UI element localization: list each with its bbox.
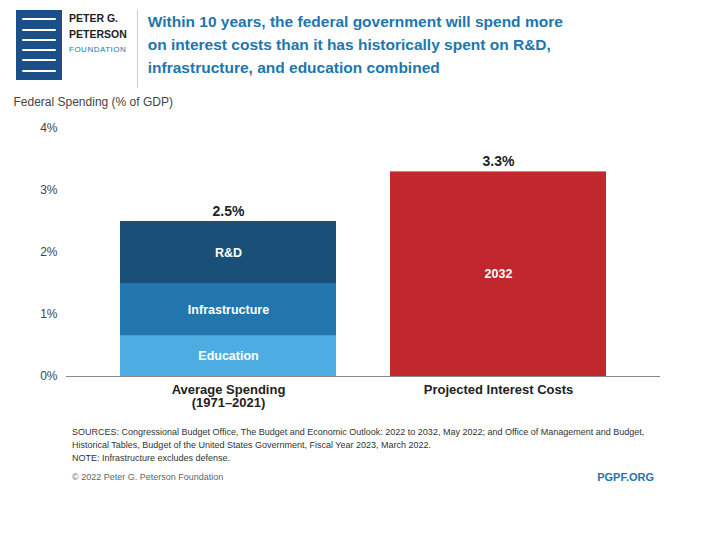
svg-text:Projected Interest Costs: Projected Interest Costs	[424, 382, 574, 397]
svg-text:Average Spending(1971–2021): Average Spending(1971–2021)	[172, 382, 286, 410]
svg-text:R&D: R&D	[215, 246, 242, 260]
svg-text:3%: 3%	[40, 183, 58, 197]
svg-text:Infrastructure: Infrastructure	[188, 303, 269, 317]
svg-text:2%: 2%	[40, 245, 58, 259]
html-text:NOTE: Infrastructure excludes: NOTE: Infrastructure excludes defense.	[72, 453, 231, 463]
html-text:PETER G.: PETER G.	[69, 12, 118, 24]
svg-text:1%: 1%	[40, 307, 58, 321]
html-text:Historical Tables, Budget of t: Historical Tables, Budget of the United …	[72, 440, 431, 450]
html-text:PGPF.ORG: PGPF.ORG	[597, 471, 654, 483]
svg-text:4%: 4%	[40, 121, 58, 135]
html-text:© 2022 Peter G. Peterson Found: © 2022 Peter G. Peterson Foundation	[72, 472, 224, 482]
html-text:SOURCES: Congressional Budget: SOURCES: Congressional Budget Office, Th…	[72, 427, 645, 437]
svg-text:2.5%: 2.5%	[213, 203, 245, 219]
html-text:FOUNDATION: FOUNDATION	[69, 45, 127, 54]
html-text:Within 10 years, the federal g: Within 10 years, the federal government …	[147, 13, 563, 76]
svg-text:0%: 0%	[40, 369, 58, 383]
svg-text:3.3%: 3.3%	[483, 153, 515, 169]
svg-text:Education: Education	[198, 349, 258, 363]
svg-text:Federal Spending (% of GDP): Federal Spending (% of GDP)	[14, 95, 173, 109]
svg-text:2032: 2032	[485, 267, 513, 281]
html-text:PETERSON: PETERSON	[69, 28, 127, 40]
